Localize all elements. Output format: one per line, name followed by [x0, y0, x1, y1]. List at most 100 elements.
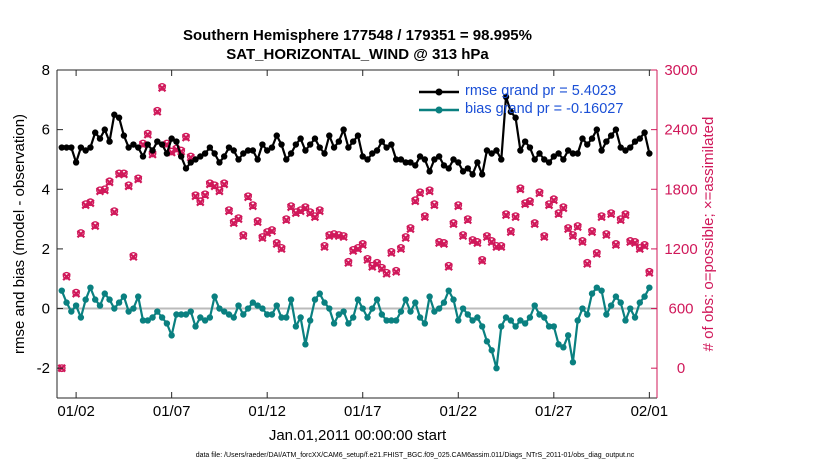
bias-point: [340, 308, 347, 315]
rmse-point: [469, 171, 476, 178]
obs-possible-point: [72, 288, 81, 297]
bias-point: [292, 323, 300, 330]
rmse-point: [130, 141, 137, 148]
obs-possible-point: [454, 201, 463, 210]
bias-point: [306, 317, 314, 324]
obs-possible-point: [478, 255, 487, 264]
rmse-point: [593, 126, 601, 133]
rmse-point: [173, 138, 180, 145]
bias-point: [502, 314, 510, 321]
obs-assimilated-point: [497, 242, 506, 252]
obs-assimilated-point: [100, 186, 109, 195]
bias-point: [283, 314, 290, 321]
x-tick-label: 01/07: [153, 403, 191, 420]
y-right-tick-label: 1800: [664, 181, 697, 198]
rmse-point: [407, 159, 414, 166]
bias-point: [421, 320, 429, 327]
rmse-point: [359, 153, 366, 160]
bias-point: [493, 364, 500, 372]
bias-point: [416, 314, 424, 321]
obs-assimilated-point: [559, 203, 568, 213]
obs-possible-point: [444, 261, 453, 270]
obs-possible-point: [358, 240, 367, 248]
rmse-point: [373, 147, 381, 154]
bias-point: [163, 320, 171, 327]
obs-assimilated-point: [430, 200, 439, 210]
bias-point: [96, 302, 104, 309]
obs-assimilated-point: [267, 226, 277, 236]
bias-point: [603, 311, 610, 318]
obs-assimilated-point: [196, 198, 205, 207]
bias-point: [593, 284, 601, 291]
obs-possible-point: [602, 230, 611, 238]
bias-point: [335, 311, 343, 318]
obs-assimilated-point: [621, 210, 630, 220]
bias-point: [273, 302, 280, 309]
bias-point: [488, 347, 495, 354]
obs-assimilated-point: [277, 244, 286, 254]
rmse-point: [354, 132, 362, 139]
bias-point: [259, 305, 266, 312]
obs-possible-point: [559, 203, 568, 212]
bias-point: [545, 323, 553, 330]
obs-assimilated-point: [339, 232, 348, 242]
bias-point: [330, 320, 338, 327]
obs-assimilated-point: [124, 182, 133, 191]
rmse-point: [68, 144, 75, 151]
bias-point: [622, 317, 629, 324]
rmse-point: [111, 111, 118, 118]
rmse-point: [455, 159, 462, 166]
bias-point: [507, 317, 515, 324]
obs-possible-point: [449, 219, 458, 227]
obs-possible-point: [483, 232, 491, 240]
bias-point: [144, 317, 151, 324]
obs-assimilated-point: [401, 233, 410, 243]
bias-point: [326, 305, 333, 312]
rmse-point: [197, 153, 204, 160]
obs-possible-point: [549, 195, 558, 204]
obs-assimilated-point: [86, 199, 95, 208]
legend-item-bias: bias grand pr = -0.16027: [415, 101, 655, 119]
obs-possible-point: [258, 233, 267, 241]
plot-inner: [57, 82, 657, 373]
bias-point: [388, 317, 395, 324]
bias-point: [77, 314, 85, 321]
bias-point: [287, 296, 295, 303]
bias-point: [521, 320, 529, 327]
y-right-tick-label: 0: [677, 360, 685, 377]
obs-possible-point: [392, 266, 401, 275]
obs-assimilated-point: [477, 256, 487, 266]
rmse-point: [498, 156, 505, 163]
rmse-point: [311, 135, 319, 142]
bias-point: [579, 305, 586, 312]
rmse-point: [627, 144, 634, 151]
rmse-point: [541, 156, 548, 163]
bias-point: [373, 296, 381, 303]
bias-point: [321, 299, 328, 306]
rmse-point: [397, 156, 405, 163]
bias-point: [498, 323, 505, 330]
rmse-point: [182, 165, 190, 172]
bias-point: [316, 290, 323, 297]
rmse-point: [316, 144, 323, 151]
obs-assimilated-point: [62, 272, 71, 281]
bias-point: [598, 287, 605, 294]
bias-point: [431, 308, 438, 315]
obs-possible-point: [540, 232, 549, 240]
rmse-point: [225, 144, 233, 151]
rmse-point: [330, 144, 338, 151]
bias-point: [469, 317, 476, 324]
obs-assimilated-point: [535, 189, 544, 198]
obs-assimilated-point: [181, 133, 191, 142]
rmse-point: [249, 147, 257, 154]
bias-point: [230, 314, 237, 321]
rmse-point: [326, 132, 333, 139]
rmse-point: [144, 141, 151, 148]
rmse-point: [302, 147, 309, 154]
obs-possible-point: [248, 201, 257, 210]
obs-assimilated-point: [511, 212, 520, 222]
rmse-point: [426, 168, 433, 175]
rmse-point: [244, 147, 252, 154]
obs-assimilated-point: [449, 219, 458, 229]
